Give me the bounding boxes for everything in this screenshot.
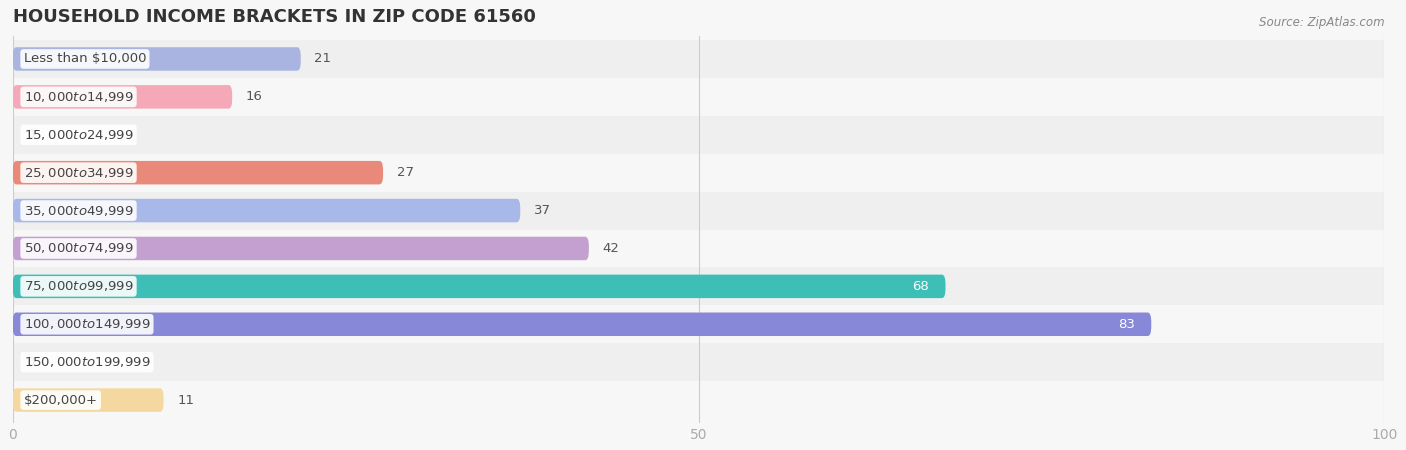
- Text: 21: 21: [315, 53, 332, 65]
- Bar: [13, 230, 1385, 267]
- Bar: [13, 154, 1385, 192]
- Text: 42: 42: [603, 242, 620, 255]
- Text: 16: 16: [246, 90, 263, 104]
- FancyBboxPatch shape: [13, 237, 589, 260]
- Text: $100,000 to $149,999: $100,000 to $149,999: [24, 317, 150, 331]
- FancyBboxPatch shape: [13, 388, 163, 412]
- Text: 68: 68: [912, 280, 929, 293]
- FancyBboxPatch shape: [13, 161, 382, 184]
- FancyBboxPatch shape: [13, 47, 301, 71]
- FancyBboxPatch shape: [13, 199, 520, 222]
- Text: Source: ZipAtlas.com: Source: ZipAtlas.com: [1260, 16, 1385, 29]
- Text: $25,000 to $34,999: $25,000 to $34,999: [24, 166, 134, 180]
- Text: $50,000 to $74,999: $50,000 to $74,999: [24, 242, 134, 256]
- Bar: [13, 192, 1385, 230]
- Text: HOUSEHOLD INCOME BRACKETS IN ZIP CODE 61560: HOUSEHOLD INCOME BRACKETS IN ZIP CODE 61…: [13, 9, 536, 27]
- Bar: [13, 343, 1385, 381]
- Bar: [13, 40, 1385, 78]
- Bar: [13, 267, 1385, 305]
- Text: $35,000 to $49,999: $35,000 to $49,999: [24, 203, 134, 217]
- Text: $10,000 to $14,999: $10,000 to $14,999: [24, 90, 134, 104]
- Bar: [13, 78, 1385, 116]
- Text: 0: 0: [27, 128, 35, 141]
- FancyBboxPatch shape: [13, 274, 945, 298]
- Text: 83: 83: [1118, 318, 1135, 331]
- Text: $15,000 to $24,999: $15,000 to $24,999: [24, 128, 134, 142]
- Text: 37: 37: [534, 204, 551, 217]
- Bar: [13, 116, 1385, 154]
- Text: 11: 11: [177, 394, 194, 406]
- Text: $150,000 to $199,999: $150,000 to $199,999: [24, 355, 150, 369]
- FancyBboxPatch shape: [13, 85, 232, 108]
- Text: 0: 0: [27, 356, 35, 369]
- Text: Less than $10,000: Less than $10,000: [24, 53, 146, 65]
- Bar: [13, 305, 1385, 343]
- Text: $75,000 to $99,999: $75,000 to $99,999: [24, 279, 134, 293]
- Bar: [13, 381, 1385, 419]
- Text: $200,000+: $200,000+: [24, 394, 97, 406]
- Text: 27: 27: [396, 166, 413, 179]
- FancyBboxPatch shape: [13, 312, 1152, 336]
